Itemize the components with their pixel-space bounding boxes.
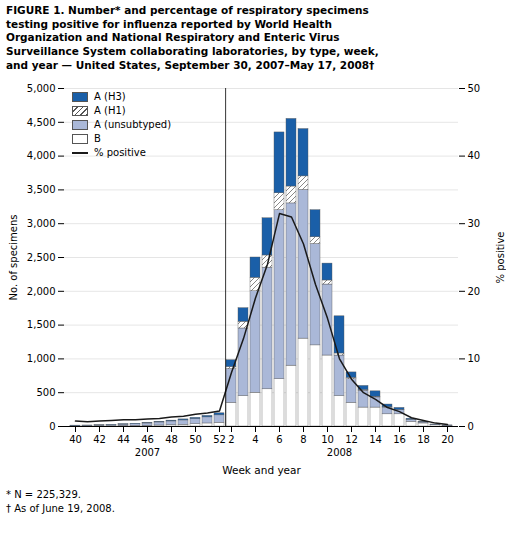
html-text:* N = 225,329.: * N = 225,329. bbox=[6, 489, 81, 501]
svg-text:Week and year: Week and year bbox=[222, 464, 301, 476]
svg-text:6: 6 bbox=[276, 434, 282, 445]
svg-text:16: 16 bbox=[393, 434, 406, 445]
svg-text:14: 14 bbox=[369, 434, 382, 445]
svg-text:500: 500 bbox=[36, 387, 55, 398]
svg-text:12: 12 bbox=[345, 434, 358, 445]
svg-text:40: 40 bbox=[468, 151, 481, 162]
svg-text:50: 50 bbox=[468, 83, 481, 94]
svg-text:2: 2 bbox=[228, 434, 234, 445]
html-text:% positive: % positive bbox=[94, 147, 146, 159]
svg-text:52: 52 bbox=[213, 434, 226, 445]
svg-text:0: 0 bbox=[49, 421, 55, 432]
svg-text:2,500: 2,500 bbox=[27, 252, 56, 263]
svg-text:10: 10 bbox=[468, 353, 481, 364]
svg-text:5,000: 5,000 bbox=[27, 83, 56, 94]
svg-text:8: 8 bbox=[300, 434, 306, 445]
svg-text:40: 40 bbox=[69, 434, 82, 445]
svg-text:4,000: 4,000 bbox=[27, 151, 56, 162]
svg-text:30: 30 bbox=[468, 218, 481, 229]
svg-text:0: 0 bbox=[468, 421, 474, 432]
svg-text:2008: 2008 bbox=[327, 447, 352, 458]
svg-text:20: 20 bbox=[468, 286, 481, 297]
svg-text:3,500: 3,500 bbox=[27, 184, 56, 195]
svg-text:44: 44 bbox=[117, 434, 130, 445]
html-text:B: B bbox=[94, 133, 101, 145]
html-text:A (H3): A (H3) bbox=[94, 91, 126, 103]
svg-text:2007: 2007 bbox=[135, 447, 160, 458]
svg-text:4,500: 4,500 bbox=[27, 117, 56, 128]
html-text:A (H1): A (H1) bbox=[94, 105, 126, 117]
svg-text:No. of specimens: No. of specimens bbox=[8, 215, 19, 301]
svg-text:2,000: 2,000 bbox=[27, 286, 56, 297]
svg-text:1,500: 1,500 bbox=[27, 320, 56, 331]
svg-text:18: 18 bbox=[417, 434, 430, 445]
html-text:A (unsubtyped): A (unsubtyped) bbox=[94, 119, 172, 131]
svg-text:46: 46 bbox=[141, 434, 154, 445]
svg-text:20: 20 bbox=[441, 434, 454, 445]
svg-text:42: 42 bbox=[93, 434, 106, 445]
svg-text:4: 4 bbox=[252, 434, 258, 445]
html-text:† As of June 19, 2008.: † As of June 19, 2008. bbox=[6, 502, 115, 514]
svg-text:10: 10 bbox=[321, 434, 334, 445]
svg-text:3,000: 3,000 bbox=[27, 218, 56, 229]
svg-text:% positive: % positive bbox=[495, 232, 506, 284]
svg-text:50: 50 bbox=[189, 434, 202, 445]
svg-text:48: 48 bbox=[165, 434, 178, 445]
svg-text:1,000: 1,000 bbox=[27, 353, 56, 364]
html-text:FIGURE 1. Number* and percenta: FIGURE 1. Number* and percentage of resp… bbox=[6, 4, 379, 71]
